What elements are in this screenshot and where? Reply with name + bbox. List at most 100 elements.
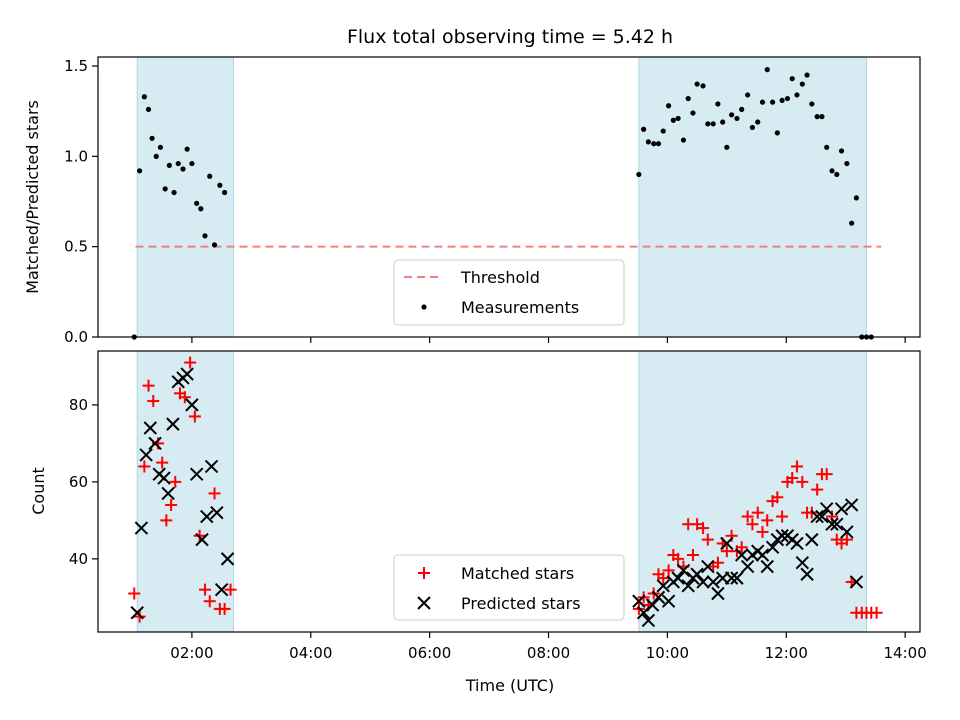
matched-stars-point	[686, 549, 699, 562]
legend-measurements-swatch	[421, 304, 427, 310]
predicted-stars-point	[656, 579, 670, 593]
observing-window-span	[638, 350, 868, 633]
measurement-point	[769, 99, 776, 105]
matched-stars-point	[142, 379, 155, 392]
measurement-point	[705, 121, 711, 127]
predicted-stars-point	[645, 598, 660, 612]
x-tick-label: 02:00	[170, 644, 213, 662]
measurement-point	[217, 182, 223, 188]
measurement-point	[834, 171, 840, 178]
measurement-point	[202, 233, 208, 239]
predicted-stars-point	[210, 505, 224, 520]
predicted-stars-point	[800, 567, 814, 581]
measurement-point	[162, 186, 168, 192]
legend-predicted-label: Predicted stars	[461, 594, 581, 613]
predicted-stars-point	[690, 567, 704, 581]
predicted-stars-point	[701, 559, 715, 574]
measurement-point	[636, 171, 642, 178]
matched-stars-point	[870, 606, 883, 619]
predicted-stars-point	[632, 594, 646, 608]
predicted-stars-point	[195, 532, 209, 547]
x-tick-label: 10:00	[646, 644, 689, 662]
predicted-stars-point	[180, 367, 194, 381]
predicted-stars-point	[849, 575, 864, 589]
matched-stars-point	[786, 472, 799, 485]
measurement-point	[779, 97, 785, 103]
measurement-point	[728, 112, 735, 118]
measurement-point	[137, 168, 143, 174]
predicted-stars-point	[148, 436, 162, 451]
predicted-stars-point	[641, 613, 656, 628]
measurement-point	[838, 148, 845, 154]
measurement-point	[651, 141, 657, 147]
predicted-stars-point	[696, 575, 710, 589]
matched-stars-point	[133, 610, 146, 623]
count-y-axis-label: Count	[29, 467, 48, 515]
observing-window-span	[638, 56, 868, 338]
measurement-point	[759, 99, 766, 105]
predicted-stars-point	[166, 417, 180, 431]
predicted-stars-point	[834, 502, 849, 516]
matched-stars-point	[203, 595, 216, 608]
measurement-point	[829, 168, 835, 174]
measurement-point	[194, 200, 200, 206]
chart-title: Flux total observing time = 5.42 h	[347, 26, 673, 48]
predicted-stars-point	[810, 509, 824, 524]
y-tick-label: 40	[69, 550, 88, 568]
legend-matched-label: Matched stars	[461, 564, 574, 583]
matched-stars-point	[776, 510, 789, 523]
measurement-point	[680, 137, 687, 143]
matched-stars-point	[193, 529, 206, 542]
predicted-stars-point	[815, 509, 829, 524]
measurement-point	[221, 189, 228, 196]
matched-stars-point	[756, 525, 769, 538]
matched-stars-point	[796, 475, 809, 488]
y-tick-label: 0.0	[64, 328, 88, 346]
measurement-point	[171, 189, 177, 196]
measurement-point	[141, 94, 147, 100]
predicted-stars-point	[189, 467, 204, 481]
measurement-point	[180, 166, 186, 172]
measurement-point	[774, 130, 780, 136]
measurement-point	[690, 110, 696, 116]
measurement-point	[739, 106, 745, 112]
measurement-point	[794, 92, 800, 98]
matched-stars-point	[805, 506, 818, 519]
predicted-stars-point	[755, 548, 770, 562]
legend-matched-swatch	[418, 567, 430, 579]
predicted-stars-point	[185, 398, 199, 412]
matched-stars-point	[224, 583, 237, 596]
measurement-point	[844, 160, 850, 167]
matched-stars-point	[128, 587, 141, 600]
measurement-point	[755, 119, 761, 125]
x-tick-label: 06:00	[408, 644, 451, 662]
predicted-stars-point	[157, 471, 171, 485]
measurement-point	[749, 124, 755, 131]
matched-stars-point	[208, 487, 221, 500]
predicted-stars-point	[706, 575, 720, 589]
measurement-point	[189, 160, 195, 167]
measurement-point	[655, 141, 662, 147]
predicted-stars-point	[734, 548, 749, 562]
matched-stars-point	[672, 552, 685, 565]
matched-stars-point	[735, 541, 748, 554]
measurement-point	[675, 115, 681, 122]
y-tick-label: 80	[69, 396, 88, 414]
measurement-point	[153, 153, 159, 159]
matched-stars-point	[198, 583, 211, 596]
measurement-point	[157, 144, 164, 150]
legend-measurements-label: Measurements	[461, 298, 579, 317]
measurement-point	[824, 144, 830, 150]
measurement-point	[784, 95, 791, 102]
matched-stars-point	[771, 491, 784, 504]
predicted-stars-point	[214, 582, 229, 597]
predicted-stars-point	[795, 556, 810, 570]
matched-stars-point	[741, 510, 754, 523]
predicted-stars-point	[671, 571, 685, 585]
observing-window-span	[136, 56, 235, 338]
predicted-stars-point	[805, 532, 819, 547]
measurement-point	[198, 206, 204, 212]
predicted-stars-point	[661, 594, 676, 608]
predicted-stars-point	[765, 540, 780, 555]
